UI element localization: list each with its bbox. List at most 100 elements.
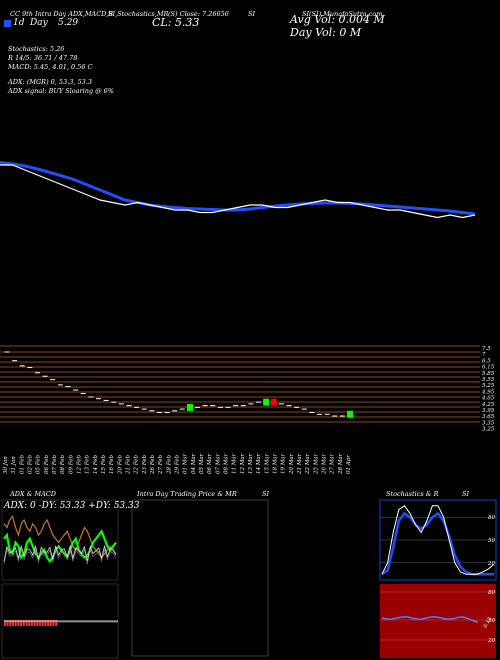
macd-histogram-bar [44,620,47,626]
mr-panel-title: Intra Day Trading Price & MR [137,490,237,498]
date-label: 27 Feb [158,454,164,475]
daily-price-marks [4,351,353,418]
r-level-label: 80 [488,590,495,596]
adx-green-line [3,529,117,564]
date-label: 01 Apr [346,455,352,474]
r-level-label: 50 [488,618,495,624]
adx-gray-line [3,548,117,565]
macd-histogram-bar [28,620,31,626]
macd-histogram-bar [20,620,22,626]
date-label: 25 Mar [313,453,319,475]
date-label: 15 Mar [264,453,270,474]
date-label: 14 Mar [256,453,262,474]
date-label: 26 Feb [150,454,156,475]
date-label: 06 Mar [207,453,213,474]
date-label: 13 Mar [248,453,254,474]
macd-histogram-bar [31,620,33,626]
date-label: 15 Feb [101,454,107,474]
date-label: 21 Feb [126,454,132,475]
date-label: 05 Mar [199,453,205,474]
macd-histogram-bar [12,620,14,626]
price-scale-label: 5.85 [482,371,495,377]
macd-histogram-bar [6,620,9,626]
buy-signal-box [186,403,193,411]
avg-volume: Avg Vol: 0.004 M [290,13,385,26]
price-scale-label: 4.25 [481,402,495,408]
date-label: 21 Mar [297,453,303,475]
date-label: 05 Feb [36,454,42,474]
legend-1d: 1d [13,18,25,28]
date-label: 07 Mar [215,453,221,474]
legend-day: Day [30,18,48,28]
date-label: 28 Mar [338,453,344,475]
macd-histogram-bar [49,620,52,626]
adx-white-line [3,544,117,562]
date-label: 06 Feb [44,454,50,474]
date-label: 12 Mar [240,453,246,474]
macd-histogram-bar [14,620,17,626]
buy-signal-box [347,410,353,418]
macd-histogram-bar [41,620,44,626]
price-scale-label: 4.95 [481,389,495,395]
buy-signal-box [263,398,270,406]
header-line-2: SI,Stochastics,MR [108,10,169,18]
date-label: 20 Mar [289,453,295,475]
price-scale-label: 6.5 [482,358,491,364]
date-label: 18 Mar [273,453,279,474]
stoch-level-label: 20 [487,561,495,567]
stochastics-r-readout: R 14/5: 36.71 / 47.78 [8,54,78,62]
r-panel-frame [380,584,496,658]
macd-histogram-bar [25,620,28,626]
date-label: 09 Feb [68,454,74,474]
date-label: 13 Feb [85,454,91,474]
adx-readout: ADX: (MGR) 0, 53.3, 53.3 [8,78,93,86]
date-label: 30 Jan [3,456,9,474]
date-label: 12 Feb [77,454,83,474]
macd-histogram-bar [9,620,12,626]
date-label: 28 Feb [166,454,172,475]
r-tag-label: 6.12 [483,616,494,629]
stoch-white-line [381,505,495,575]
price-scale-label: 7.5 [482,346,491,352]
macd-histogram-bar [55,620,58,626]
date-label: 01 Feb [19,454,25,474]
adx-orange-line [3,514,117,559]
indicator-panels: 80 50 20 80 50 20 6.12 [1,499,497,659]
price-scale-label: 3.25 [482,427,495,433]
price-scale-label: 5.25 [482,383,495,389]
daily-price-grid: 7.576.56.155.855.555.254.954.654.253.953… [0,345,495,433]
header-line-3: (S) Close: 7.26656 [168,10,229,18]
date-label: 23 Feb [142,454,148,475]
price-scale-label: 5.55 [482,377,495,383]
date-label: 01 Mar [183,453,189,474]
date-label: 26 Mar [322,453,328,475]
macd-histogram-bar [4,620,6,626]
macd-histogram-bar [52,620,55,626]
macd-histogram-bar [36,620,39,626]
date-label: 22 Mar [305,453,311,475]
adx-panel-title: ADX & MACD [10,490,56,498]
date-label: 29 Feb [175,454,181,475]
date-label: 04 Mar [191,453,197,474]
date-label: 16 Feb [109,454,115,474]
date-label: 08 Mar [224,453,230,474]
stoch-level-label: 80 [488,515,495,521]
stoch-level-label: 50 [488,538,495,544]
stochastics-readout: Stochastics: 5.26 [8,45,65,53]
header-line-5: SI(SI) MunafaSutra.com [302,10,383,18]
date-label: 22 Feb [134,454,140,475]
macd-histogram-bar [22,620,25,626]
date-label: 20 Feb [117,454,123,475]
price-scale-label: 3.65 [482,414,495,420]
main-price-chart [0,161,476,219]
macd-histogram-bar [39,620,41,626]
moving-average-line [0,161,476,216]
date-label: 07 Feb [52,454,58,474]
sell-signal-box [270,398,277,406]
stoch-panel-title: Stochastics & R [386,490,439,498]
stoch-panel-title-2: SI [462,490,470,498]
price-scale-label: 3.35 [482,420,495,426]
date-label: 31 Jan [11,456,17,474]
date-label: 19 Mar [281,453,287,474]
